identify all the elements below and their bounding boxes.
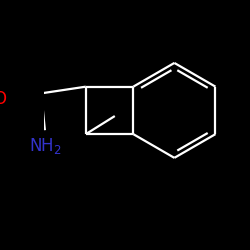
Text: O: O <box>0 90 6 108</box>
Text: NH$_2$: NH$_2$ <box>28 136 61 156</box>
